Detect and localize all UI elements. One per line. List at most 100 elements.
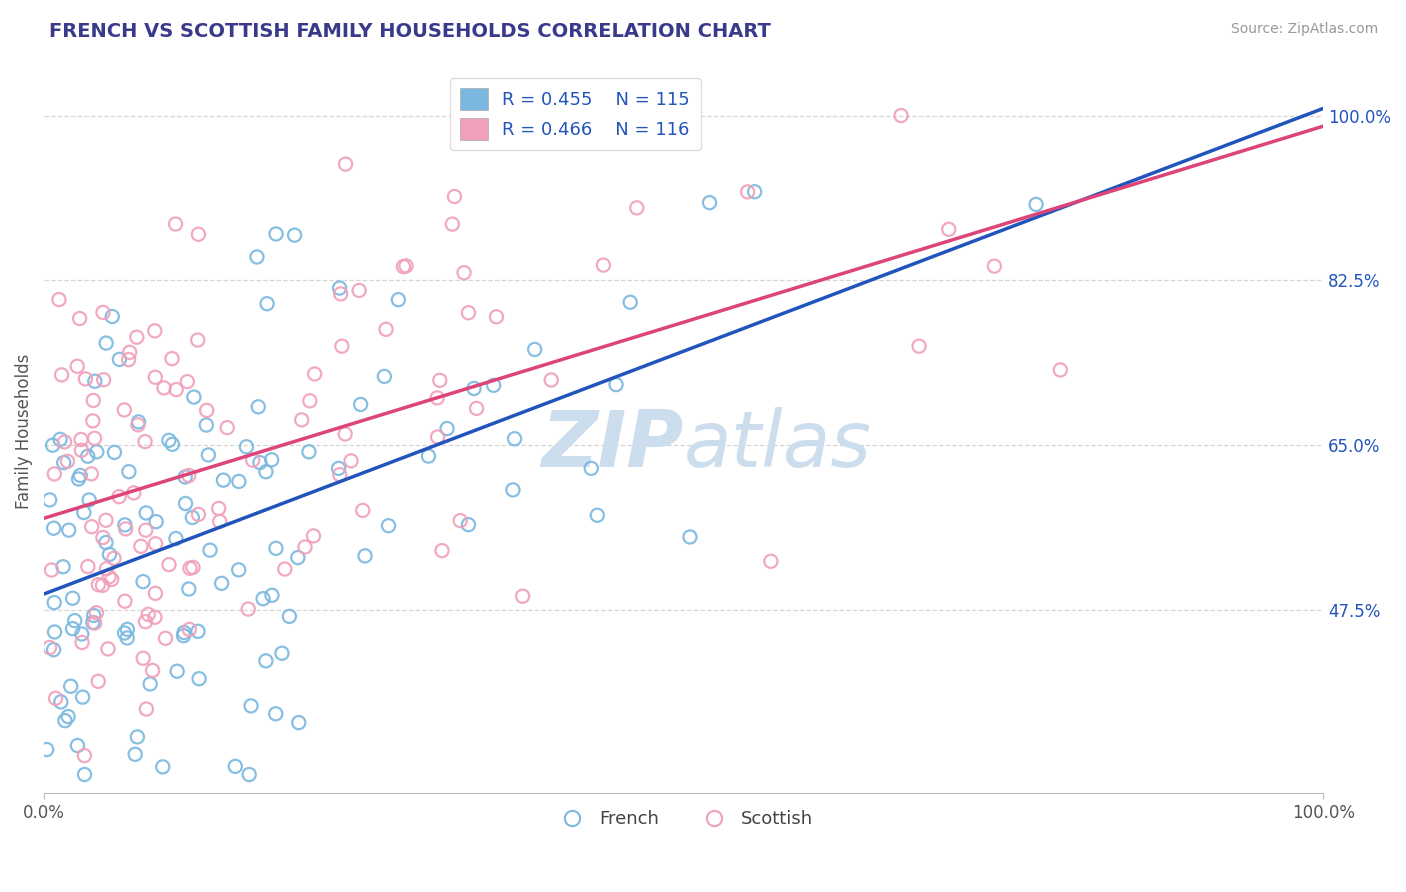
Point bbox=[430, 543, 453, 558]
Point bbox=[82, 615, 104, 630]
Point bbox=[83, 431, 105, 445]
Point bbox=[143, 324, 166, 338]
Point bbox=[429, 373, 451, 387]
Point bbox=[63, 614, 86, 628]
Point bbox=[70, 635, 93, 649]
Point bbox=[118, 345, 141, 359]
Point bbox=[328, 461, 350, 475]
Point bbox=[86, 445, 108, 459]
Point bbox=[453, 266, 475, 280]
Point bbox=[142, 664, 165, 678]
Point bbox=[91, 578, 114, 592]
Point bbox=[118, 465, 141, 479]
Point bbox=[329, 286, 352, 301]
Point bbox=[53, 714, 76, 728]
Point bbox=[69, 311, 91, 326]
Point bbox=[117, 352, 139, 367]
Point bbox=[179, 561, 201, 575]
Point bbox=[457, 306, 479, 320]
Point bbox=[426, 430, 449, 444]
Point bbox=[252, 591, 274, 606]
Point bbox=[181, 560, 204, 574]
Point bbox=[41, 563, 63, 577]
Point bbox=[333, 427, 356, 442]
Point bbox=[134, 434, 156, 449]
Point bbox=[93, 373, 115, 387]
Point bbox=[260, 588, 283, 602]
Point bbox=[298, 445, 321, 459]
Point bbox=[145, 537, 167, 551]
Point bbox=[114, 594, 136, 608]
Point bbox=[512, 589, 534, 603]
Point bbox=[82, 414, 104, 428]
Point bbox=[73, 767, 96, 781]
Point bbox=[145, 586, 167, 600]
Point bbox=[238, 602, 260, 616]
Point bbox=[58, 523, 80, 537]
Point bbox=[49, 433, 72, 447]
Point bbox=[463, 382, 485, 396]
Point bbox=[195, 418, 218, 433]
Point bbox=[97, 641, 120, 656]
Point bbox=[173, 625, 195, 640]
Point bbox=[197, 448, 219, 462]
Point bbox=[908, 339, 931, 353]
Point bbox=[127, 730, 149, 744]
Point bbox=[177, 582, 200, 596]
Point bbox=[1025, 197, 1047, 211]
Point bbox=[94, 535, 117, 549]
Y-axis label: Family Households: Family Households bbox=[15, 353, 32, 508]
Point bbox=[271, 646, 294, 660]
Point bbox=[249, 456, 271, 470]
Point bbox=[540, 373, 562, 387]
Point bbox=[98, 570, 121, 584]
Point bbox=[80, 519, 103, 533]
Point bbox=[335, 157, 357, 171]
Point bbox=[350, 397, 373, 411]
Point bbox=[418, 449, 440, 463]
Legend: French, Scottish: French, Scottish bbox=[547, 803, 820, 835]
Point bbox=[38, 492, 60, 507]
Point bbox=[98, 548, 121, 562]
Point bbox=[135, 506, 157, 520]
Point bbox=[114, 517, 136, 532]
Point bbox=[890, 109, 912, 123]
Point bbox=[77, 492, 100, 507]
Point bbox=[174, 470, 197, 484]
Point bbox=[155, 632, 177, 646]
Point bbox=[195, 403, 218, 417]
Point bbox=[125, 330, 148, 344]
Point bbox=[235, 440, 257, 454]
Point bbox=[441, 217, 464, 231]
Point bbox=[426, 391, 449, 405]
Point bbox=[173, 629, 195, 643]
Point bbox=[165, 217, 187, 231]
Point bbox=[485, 310, 508, 324]
Point bbox=[143, 610, 166, 624]
Point bbox=[157, 434, 180, 448]
Point bbox=[340, 454, 363, 468]
Point bbox=[132, 651, 155, 665]
Point bbox=[127, 417, 149, 432]
Point bbox=[139, 677, 162, 691]
Point bbox=[502, 483, 524, 497]
Point bbox=[240, 698, 263, 713]
Point bbox=[83, 374, 105, 388]
Point bbox=[101, 310, 124, 324]
Point bbox=[166, 664, 188, 678]
Point bbox=[983, 259, 1005, 273]
Point bbox=[212, 473, 235, 487]
Text: FRENCH VS SCOTTISH FAMILY HOUSEHOLDS CORRELATION CHART: FRENCH VS SCOTTISH FAMILY HOUSEHOLDS COR… bbox=[49, 22, 770, 41]
Point bbox=[145, 515, 167, 529]
Point bbox=[103, 551, 125, 566]
Point bbox=[114, 522, 136, 536]
Point bbox=[329, 467, 352, 482]
Point bbox=[264, 541, 287, 556]
Point bbox=[443, 189, 465, 203]
Point bbox=[302, 529, 325, 543]
Point bbox=[228, 475, 250, 489]
Point bbox=[135, 615, 157, 629]
Point bbox=[179, 623, 201, 637]
Point bbox=[162, 437, 184, 451]
Point bbox=[523, 343, 546, 357]
